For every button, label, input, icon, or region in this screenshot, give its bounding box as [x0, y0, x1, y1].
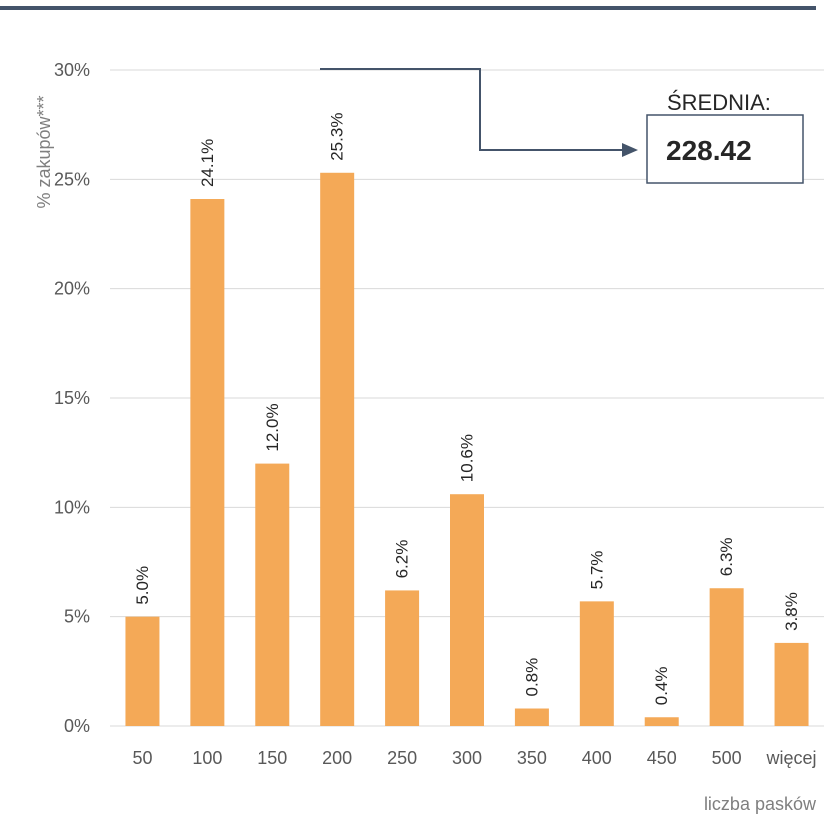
data-label: 10.6% [458, 434, 477, 482]
average-value: 228.42 [666, 135, 752, 166]
data-label: 3.8% [782, 592, 801, 631]
bar [774, 642, 809, 726]
x-tick-label: 150 [257, 748, 287, 768]
x-tick-label: 350 [517, 748, 547, 768]
bar [190, 199, 225, 727]
x-tick-label: 50 [132, 748, 152, 768]
y-tick-label: 20% [54, 279, 90, 299]
y-tick-label: 10% [54, 497, 90, 517]
bar [709, 588, 744, 726]
data-label: 5.0% [133, 566, 152, 605]
bar [125, 616, 160, 726]
data-label: 24.1% [198, 139, 217, 187]
data-label: 12.0% [263, 403, 282, 451]
y-tick-labels: 0% 5% 10% 15% 20% 25% 30% [54, 60, 90, 736]
y-tick-label: 30% [54, 60, 90, 80]
y-tick-label: 0% [64, 716, 90, 736]
annotation-arrow [320, 68, 623, 151]
y-tick-label: 15% [54, 388, 90, 408]
data-label: 0.4% [652, 667, 671, 706]
bar [385, 590, 420, 726]
x-tick-label: 100 [192, 748, 222, 768]
bar [579, 601, 614, 726]
bar [450, 494, 484, 726]
data-label: 25.3% [328, 113, 347, 161]
data-label: 6.2% [393, 540, 412, 579]
bar [320, 172, 355, 727]
x-tick-label: więcej [766, 748, 817, 768]
y-tick-label: 5% [64, 607, 90, 627]
bars [125, 172, 809, 727]
x-tick-label: 450 [647, 748, 677, 768]
x-tick-label: 500 [712, 748, 742, 768]
average-box [646, 114, 804, 184]
data-labels: 5.0% 24.1% 12.0% 25.3% 6.2% 10.6% 0.8% 5.7% 0.4%… [133, 113, 801, 706]
average-label: ŚREDNIA: [667, 90, 771, 115]
bar [514, 708, 549, 726]
bar [255, 463, 290, 726]
data-label: 0.8% [522, 658, 541, 697]
data-label: 5.7% [587, 551, 606, 590]
x-axis-title: liczba pasków [704, 794, 817, 814]
arrow-head-icon [622, 143, 638, 157]
x-tick-labels: 50 100 150 200 250 300 350 400 450 500 więcej [132, 748, 816, 768]
x-tick-label: 200 [322, 748, 352, 768]
y-tick-label: 25% [54, 169, 90, 189]
x-tick-label: 400 [582, 748, 612, 768]
x-tick-label: 250 [387, 748, 417, 768]
bar [644, 717, 679, 726]
data-label: 6.3% [717, 537, 736, 576]
x-tick-label: 300 [452, 748, 482, 768]
average-annotation: ŚREDNIA: 228.42 [320, 68, 804, 184]
y-axis-title: % zakupów*** [34, 95, 54, 208]
